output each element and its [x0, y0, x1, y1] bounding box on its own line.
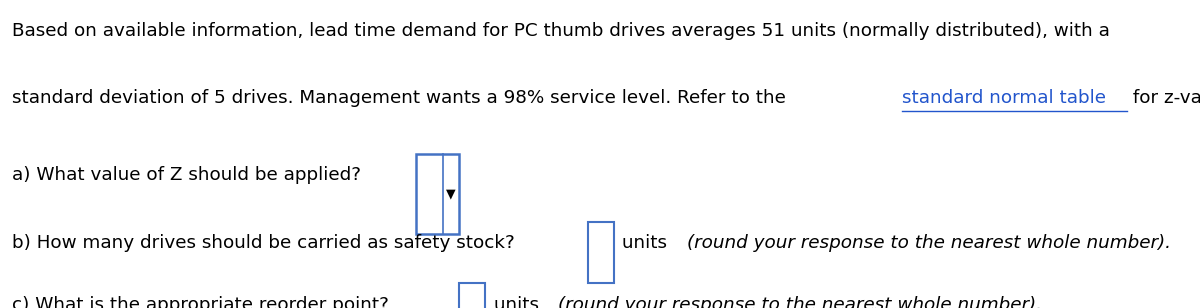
- Text: units: units: [623, 234, 673, 252]
- Text: units: units: [493, 296, 545, 308]
- Text: standard deviation of 5 drives. Management wants a 98% service level. Refer to t: standard deviation of 5 drives. Manageme…: [12, 89, 792, 107]
- Text: standard normal table: standard normal table: [902, 89, 1106, 107]
- Text: Based on available information, lead time demand for PC thumb drives averages 51: Based on available information, lead tim…: [12, 22, 1110, 39]
- FancyBboxPatch shape: [458, 283, 485, 308]
- Text: c) What is the appropriate reorder point?: c) What is the appropriate reorder point…: [12, 296, 389, 308]
- Text: b) How many drives should be carried as safety stock?: b) How many drives should be carried as …: [12, 234, 515, 252]
- Text: for z-values.: for z-values.: [1128, 89, 1200, 107]
- Text: (round your response to the nearest whole number).: (round your response to the nearest whol…: [686, 234, 1171, 252]
- Text: a) What value of Z should be applied?: a) What value of Z should be applied?: [12, 166, 361, 184]
- Text: ▼: ▼: [446, 188, 456, 201]
- Text: (round your response to the nearest whole number).: (round your response to the nearest whol…: [558, 296, 1042, 308]
- FancyBboxPatch shape: [588, 222, 614, 283]
- FancyBboxPatch shape: [416, 154, 460, 234]
